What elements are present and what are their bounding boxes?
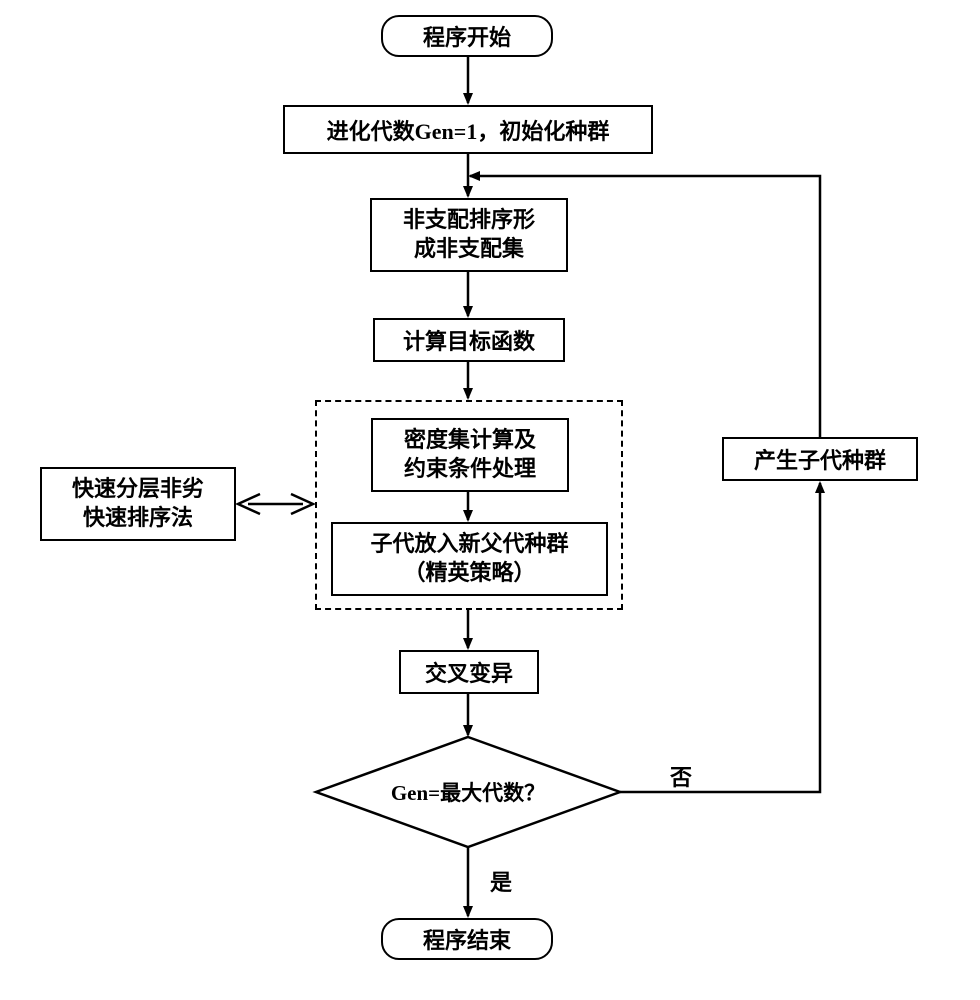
start-label: 程序开始 — [423, 20, 511, 52]
elite-label: 子代放入新父代种群 （精英策略） — [370, 530, 568, 587]
start-node: 程序开始 — [381, 15, 553, 57]
density-node: 密度集计算及 约束条件处理 — [371, 418, 569, 492]
sidebar-right-node: 产生子代种群 — [722, 437, 918, 481]
sidebar-left-label: 快速分层非劣 快速排序法 — [72, 475, 204, 532]
end-node: 程序结束 — [381, 918, 553, 960]
no-label: 否 — [670, 760, 692, 792]
init-label: 进化代数Gen=1，初始化种群 — [327, 114, 610, 146]
sort-node: 非支配排序形 成非支配集 — [370, 198, 568, 272]
end-label: 程序结束 — [423, 923, 511, 955]
arrow-decision-no — [620, 483, 820, 792]
sidebar-right-label: 产生子代种群 — [754, 443, 886, 475]
decision-node: Gen=最大代数？ — [316, 737, 620, 847]
calc-node: 计算目标函数 — [373, 318, 565, 362]
sidebar-left-node: 快速分层非劣 快速排序法 — [40, 467, 236, 541]
elite-node: 子代放入新父代种群 （精英策略） — [331, 522, 608, 596]
double-arrow-left — [238, 494, 313, 514]
yes-label: 是 — [490, 865, 512, 897]
calc-label: 计算目标函数 — [403, 324, 535, 356]
sort-label: 非支配排序形 成非支配集 — [403, 206, 535, 263]
density-label: 密度集计算及 约束条件处理 — [404, 426, 536, 483]
init-node: 进化代数Gen=1，初始化种群 — [283, 105, 653, 154]
decision-label: Gen=最大代数？ — [391, 781, 545, 805]
cross-label: 交叉变异 — [425, 656, 513, 688]
cross-node: 交叉变异 — [399, 650, 539, 694]
